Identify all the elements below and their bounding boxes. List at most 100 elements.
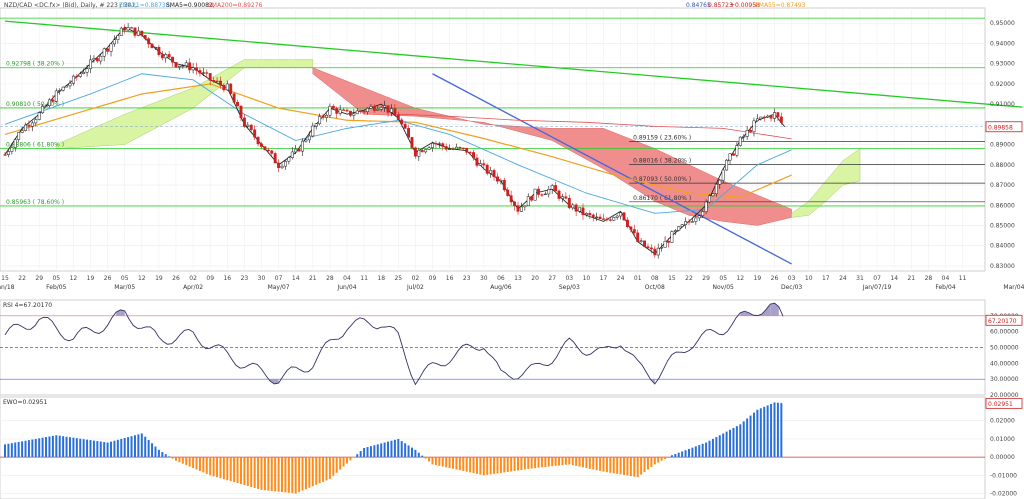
candle-down	[3, 154, 7, 156]
ewo-bar-positive	[27, 440, 30, 458]
ewo-bar-negative	[537, 457, 540, 468]
date-tick-label: 29	[35, 275, 43, 282]
candle-down	[465, 147, 469, 153]
ewo-bar-positive	[742, 421, 745, 458]
candle-down	[605, 218, 609, 221]
ewo-bar-negative	[253, 457, 256, 488]
date-tick-label: 25	[394, 275, 402, 282]
ewo-bar-positive	[106, 442, 109, 458]
header-ema21: EMA21=0.88738,	[119, 2, 172, 9]
ewo-bar-negative	[332, 457, 335, 476]
candle-up	[755, 118, 759, 122]
candle-down	[762, 116, 766, 119]
candle-down	[51, 99, 55, 102]
ewo-bar-negative	[517, 457, 519, 471]
ema21-line	[4, 73, 792, 214]
ewo-bar-positive	[161, 452, 164, 458]
ewo-bar-negative	[554, 457, 557, 466]
ewo-bar-positive	[82, 439, 85, 458]
rsi-label: RSI 4=67.20170	[3, 302, 52, 309]
candle-down	[348, 110, 352, 116]
date-tick-label: 24	[839, 275, 847, 282]
candle-down	[222, 84, 226, 91]
candle-down	[420, 150, 424, 153]
header-sma200: SMA200=0.89276	[208, 2, 263, 9]
ewo-bar-positive	[120, 438, 123, 458]
candle-up	[20, 130, 24, 133]
date-tick-label: 22	[18, 275, 26, 282]
rsi-panel-frame	[0, 299, 986, 396]
ewo-bar-positive	[414, 449, 417, 458]
candle-down	[75, 75, 79, 78]
candle-up	[766, 115, 770, 118]
candle-up	[448, 148, 452, 150]
ewo-bar-negative	[551, 457, 554, 467]
candle-up	[54, 90, 58, 102]
price-axis: 0.950000.940000.930000.920000.910000.900…	[990, 20, 1015, 270]
ewo-bar-positive	[103, 442, 106, 458]
ewo-bar-negative	[564, 457, 567, 465]
candle-up	[181, 65, 185, 67]
candle-down	[434, 142, 438, 145]
candle-down	[492, 170, 496, 178]
candle-up	[116, 35, 120, 40]
candle-down	[253, 129, 257, 138]
ewo-bar-negative	[452, 457, 455, 469]
candle-up	[721, 169, 725, 181]
ewo-tick-label: -0.01000	[990, 472, 1017, 479]
candle-up	[68, 83, 72, 87]
month-label: Jul/02	[406, 284, 424, 291]
date-tick-label: 03	[565, 275, 573, 282]
ewo-bar-positive	[404, 443, 407, 458]
ewo-bar-negative	[339, 457, 342, 470]
ewo-bar-negative	[646, 457, 649, 470]
ewo-bar-positive	[766, 405, 769, 458]
ewo-bar-positive	[369, 446, 372, 458]
candle-up	[325, 114, 328, 118]
candle-up	[677, 226, 681, 231]
candle-up	[561, 196, 564, 199]
candle-up	[663, 240, 667, 248]
ewo-bar-negative	[195, 457, 198, 470]
ewo-bar-positive	[99, 441, 102, 458]
ewo-bar-negative	[205, 457, 208, 474]
ewo-bar-positive	[7, 443, 10, 458]
ewo-bar-negative	[571, 457, 574, 466]
ewo-bar-positive	[770, 403, 773, 458]
candle-up	[328, 105, 332, 116]
candle-down	[342, 109, 346, 111]
ewo-bar-negative	[650, 457, 653, 467]
ewo-bar-positive	[677, 452, 680, 458]
ewo-bar-positive	[759, 408, 762, 458]
candle-down	[444, 146, 448, 150]
candle-up	[301, 140, 304, 152]
price-panel-frame	[0, 7, 986, 272]
ewo-bar-positive	[407, 445, 410, 458]
ewo-bar-positive	[116, 439, 119, 458]
ewo-bar-positive	[133, 435, 136, 458]
ewo-bar-negative	[270, 457, 273, 491]
candle-down	[198, 70, 202, 74]
date-tick-label: 11	[959, 275, 967, 282]
candle-up	[246, 124, 250, 127]
candle-up	[526, 196, 530, 207]
ewo-bar-positive	[780, 403, 783, 458]
candle-down	[372, 106, 376, 111]
ewo-bar-positive	[681, 451, 684, 458]
candle-down	[219, 80, 222, 86]
date-tick-label: 07	[275, 275, 283, 282]
ewo-bar-positive	[421, 455, 424, 458]
price-panel: 0.92798 ( 38.20% ) 0.90810 ( 50.00% ) 0.88…	[0, 2, 1024, 291]
ewo-bar-positive	[137, 434, 140, 458]
candle-down	[622, 212, 626, 221]
ewo-bar-negative	[243, 457, 246, 486]
ewo-bar-positive	[763, 406, 766, 458]
candle-up	[773, 112, 776, 119]
candle-down	[513, 201, 517, 206]
candle-down	[554, 185, 558, 192]
date-tick-label: 30	[258, 275, 266, 282]
candle-down	[212, 80, 216, 82]
candle-up	[307, 135, 311, 141]
candle-down	[396, 114, 400, 121]
candle-down	[598, 216, 602, 219]
